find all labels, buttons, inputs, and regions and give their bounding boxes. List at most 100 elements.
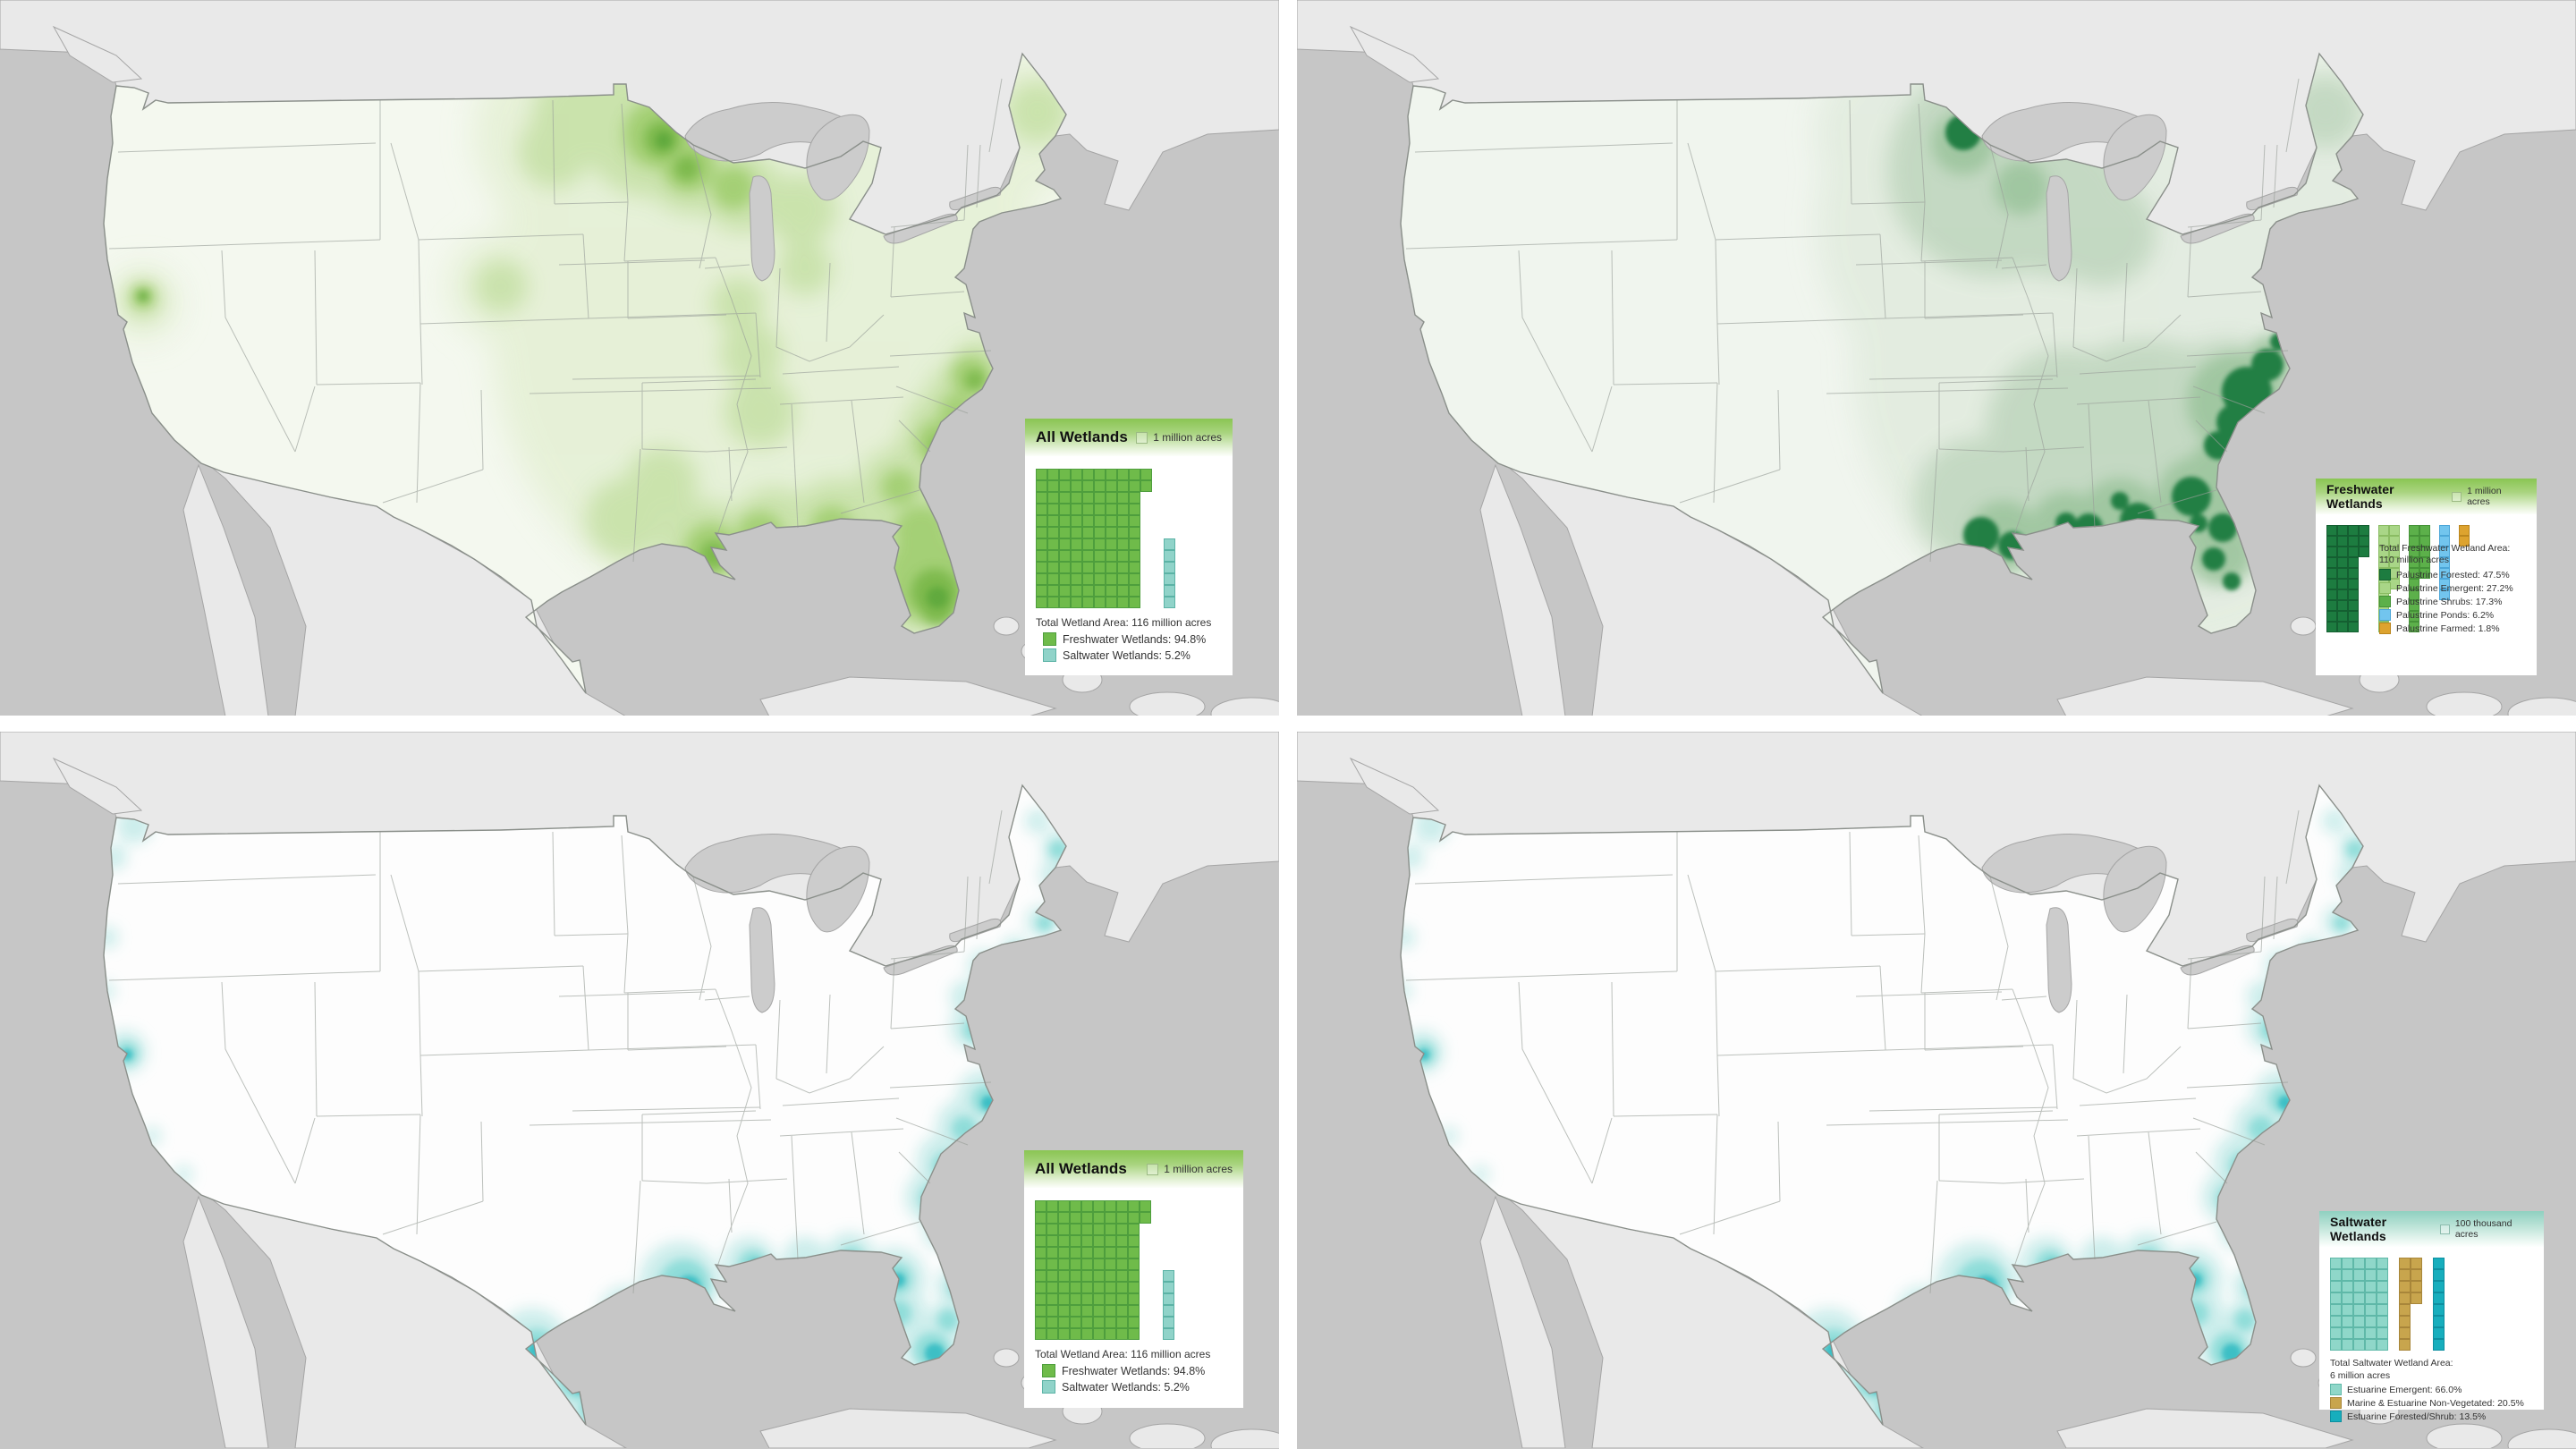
great-lake — [949, 918, 1002, 943]
waffle-chart — [1035, 1200, 1233, 1340]
legend-item: Freshwater Wetlands: 94.8% — [1035, 1364, 1233, 1378]
us-map-svg — [1297, 0, 2576, 716]
island — [1129, 1423, 1206, 1448]
legend-item: Marine & Estuarine Non-Vegetated: 20.5% — [2330, 1397, 2535, 1410]
us-outline — [103, 784, 1067, 1426]
state-borders — [1405, 78, 2300, 563]
state-borders — [108, 78, 1003, 563]
legend-freshwater-wetlands: Freshwater Wetlands 1 million acres Tota… — [2316, 479, 2537, 675]
vancouver-island — [1349, 757, 1440, 815]
vancouver-island — [1349, 25, 1440, 83]
legend-item-label: Palustrine Farmed: 1.8% — [2396, 623, 2500, 634]
waffle-block-palustrine-farmed — [2459, 525, 2470, 547]
unit-label: 1 million acres — [2467, 486, 2502, 507]
legend-item: Freshwater Wetlands: 94.8% — [1036, 632, 1222, 647]
legend-item-label: Palustrine Ponds: 6.2% — [2396, 609, 2495, 621]
island — [2507, 1428, 2576, 1448]
us-map-svg — [0, 732, 1279, 1448]
us-outline — [103, 52, 1067, 694]
legend-total: Total Wetland Area: 116 million acres — [1036, 616, 1212, 629]
legend-item: Palustrine Forested: 47.5% — [2379, 569, 2529, 580]
island — [2290, 616, 2317, 636]
cuba-landmass — [759, 676, 1057, 716]
legend-header: All Wetlands 1 million acres — [1024, 1150, 1243, 1188]
legend-items: Freshwater Wetlands: 94.8% Saltwater Wetl… — [1035, 1364, 1233, 1394]
legend-title: All Wetlands — [1036, 428, 1128, 445]
legend-swatch — [2379, 596, 2391, 607]
legend-swatch — [2330, 1384, 2342, 1396]
legend-body: Total Wetland Area: 116 million acres Fr… — [1024, 1188, 1243, 1402]
legend-item-label: Estuarine Forested/Shrub: 13.5% — [2347, 1411, 2487, 1422]
us-outline — [1400, 52, 2364, 694]
waffle-block-saltwater — [1164, 538, 1175, 608]
great-lake — [883, 213, 958, 244]
legend-item: Palustrine Farmed: 1.8% — [2379, 623, 2529, 634]
waffle-block-freshwater — [1036, 469, 1152, 608]
unit-label: 100 thousand acres — [2454, 1218, 2512, 1240]
legend-total: Total Freshwater Wetland Area: 110 milli… — [2379, 542, 2511, 566]
legend-swatch — [2379, 623, 2391, 634]
legend-items: Palustrine Forested: 47.5% Palustrine Eme… — [2379, 569, 2529, 634]
legend-swatch — [2379, 582, 2391, 594]
great-lake — [2246, 186, 2299, 211]
waffle-block-estuarine-emergent — [2330, 1258, 2388, 1351]
cuba-landmass — [2056, 1408, 2354, 1448]
great-lake — [749, 907, 775, 1013]
island — [1129, 691, 1206, 716]
us-map-freshwater — [1297, 0, 2576, 716]
legend-swatch — [1043, 632, 1056, 647]
island — [2426, 1423, 2503, 1448]
island — [1210, 697, 1279, 716]
us-map-all-wetlands-saltwater-view — [0, 732, 1279, 1448]
island — [1210, 1428, 1279, 1448]
us-map-svg — [0, 0, 1279, 716]
baja-peninsula — [1479, 463, 1566, 716]
legend-item-label: Palustrine Shrubs: 17.3% — [2396, 596, 2503, 607]
us-outline — [1400, 784, 2364, 1426]
legend-swatch — [1042, 1364, 1055, 1378]
legend-item-label: Palustrine Forested: 47.5% — [2396, 569, 2510, 580]
legend-items: Freshwater Wetlands: 94.8% Saltwater Wetl… — [1036, 632, 1222, 663]
legend-item: Estuarine Emergent: 66.0% — [2330, 1384, 2535, 1396]
baja-peninsula — [182, 463, 269, 716]
legend-swatch — [2330, 1397, 2342, 1410]
unit-square-icon — [1147, 1163, 1159, 1175]
legend-body: Total Saltwater Wetland Area: 6 million … — [2319, 1247, 2544, 1429]
us-map-saltwater — [1297, 732, 2576, 1448]
great-lake — [949, 186, 1002, 211]
legend-header: Saltwater Wetlands 100 thousand acres — [2319, 1211, 2544, 1247]
great-lake — [749, 175, 775, 282]
legend-swatch — [2330, 1411, 2342, 1423]
legend-item-label: Saltwater Wetlands: 5.2% — [1062, 1380, 1190, 1394]
island — [2290, 1348, 2317, 1368]
legend-item: Palustrine Shrubs: 17.3% — [2379, 596, 2529, 607]
legend-item-label: Saltwater Wetlands: 5.2% — [1063, 648, 1191, 662]
legend-item: Palustrine Emergent: 27.2% — [2379, 582, 2529, 594]
vancouver-island — [52, 757, 143, 815]
great-lake — [2046, 907, 2072, 1013]
legend-item: Estuarine Forested/Shrub: 13.5% — [2330, 1411, 2535, 1423]
legend-all-wetlands: All Wetlands 1 million acres Total Wetla… — [1024, 1150, 1243, 1408]
legend-swatch — [2379, 569, 2391, 580]
legend-swatch — [1042, 1380, 1055, 1394]
great-lake — [883, 945, 958, 976]
unit-label: 1 million acres — [1153, 431, 1222, 444]
map-panel-all-wetlands-top: All Wetlands 1 million acres Total Wetla… — [0, 0, 1279, 716]
map-panel-saltwater-wetlands: Saltwater Wetlands 100 thousand acres To… — [1297, 732, 2576, 1449]
legend-item: Saltwater Wetlands: 5.2% — [1036, 648, 1222, 663]
legend-saltwater-wetlands: Saltwater Wetlands 100 thousand acres To… — [2319, 1211, 2544, 1423]
legend-title: Saltwater Wetlands — [2330, 1215, 2387, 1243]
waffle-block-palustrine-ponds — [2439, 525, 2450, 600]
baja-peninsula — [1479, 1195, 1566, 1448]
legend-item-label: Estuarine Emergent: 66.0% — [2347, 1384, 2462, 1395]
island — [2507, 697, 2576, 716]
state-borders — [108, 809, 1003, 1294]
legend-header: Freshwater Wetlands 1 million acres — [2316, 479, 2537, 514]
waffle-chart — [2330, 1258, 2535, 1351]
island — [2426, 691, 2503, 716]
great-lake — [2046, 175, 2072, 282]
unit-square-icon — [1136, 431, 1148, 444]
waffle-block-saltwater — [1163, 1270, 1174, 1340]
great-lake — [2180, 945, 2255, 976]
